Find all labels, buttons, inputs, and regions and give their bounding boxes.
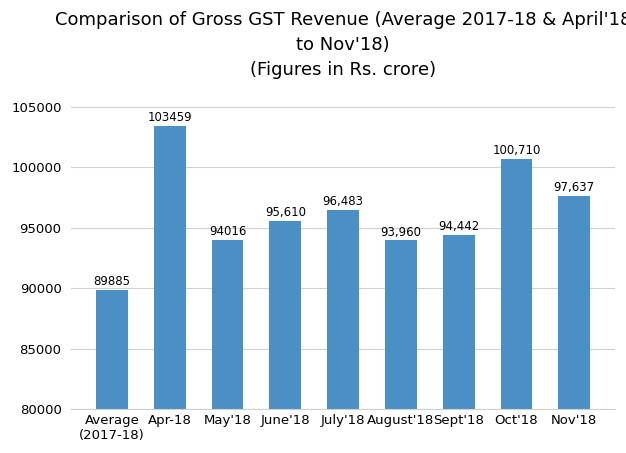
Bar: [443, 235, 475, 453]
Bar: [154, 126, 186, 453]
Text: 89885: 89885: [93, 275, 130, 288]
Bar: [385, 241, 417, 453]
Text: 96,483: 96,483: [322, 195, 364, 208]
Text: 100,710: 100,710: [492, 144, 541, 157]
Bar: [269, 221, 301, 453]
Bar: [212, 240, 244, 453]
Text: 97,637: 97,637: [554, 181, 595, 194]
Text: 95,610: 95,610: [265, 206, 306, 219]
Text: 94,442: 94,442: [438, 220, 480, 233]
Text: 94016: 94016: [209, 225, 246, 238]
Bar: [501, 159, 532, 453]
Text: 93,960: 93,960: [381, 226, 421, 239]
Text: 103459: 103459: [147, 111, 192, 124]
Bar: [327, 210, 359, 453]
Title: Comparison of Gross GST Revenue (Average 2017-18 & April'18
to Nov'18)
(Figures : Comparison of Gross GST Revenue (Average…: [55, 11, 626, 79]
Bar: [96, 289, 128, 453]
Bar: [558, 196, 590, 453]
